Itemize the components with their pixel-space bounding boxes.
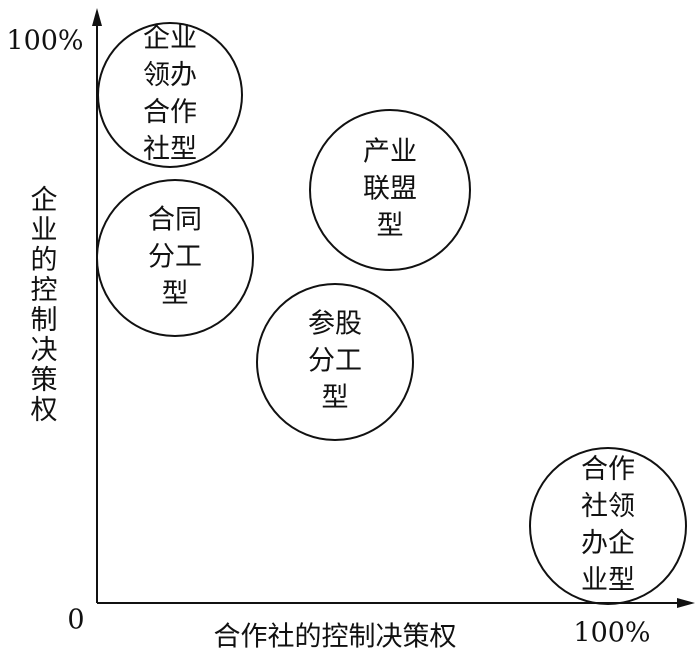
node-label: 分工 <box>148 242 202 273</box>
node-label: 企业 <box>143 23 197 54</box>
node-label: 领办 <box>143 60 197 91</box>
node-label: 业型 <box>581 565 635 596</box>
node-label: 社型 <box>143 134 197 165</box>
node-label: 型 <box>377 211 404 242</box>
node-label: 办企 <box>581 528 635 559</box>
node-label: 型 <box>322 383 349 414</box>
node-label: 社领 <box>581 491 635 522</box>
node-label: 型 <box>162 279 189 310</box>
y-axis-label: 企业的控制决策权 <box>26 185 58 425</box>
y-max-label: 100% <box>6 26 83 57</box>
y-arrow <box>92 8 102 26</box>
node-label: 合作 <box>581 454 635 485</box>
node-circle <box>96 179 254 337</box>
node-label: 联盟 <box>363 174 417 205</box>
node-label: 合同 <box>148 205 202 236</box>
node-label: 分工 <box>308 346 362 377</box>
x-axis-label: 合作社的控制决策权 <box>214 622 457 653</box>
node-label: 产业 <box>363 137 417 168</box>
node-circle <box>97 22 243 168</box>
node-label: 合作 <box>143 97 197 128</box>
origin-label: 0 <box>67 605 84 636</box>
x-arrow <box>677 598 695 608</box>
node-circle <box>529 447 687 605</box>
node-circle <box>256 283 414 441</box>
node-label: 参股 <box>308 309 362 340</box>
node-circle <box>309 109 471 271</box>
x-max-label: 100% <box>573 618 650 649</box>
